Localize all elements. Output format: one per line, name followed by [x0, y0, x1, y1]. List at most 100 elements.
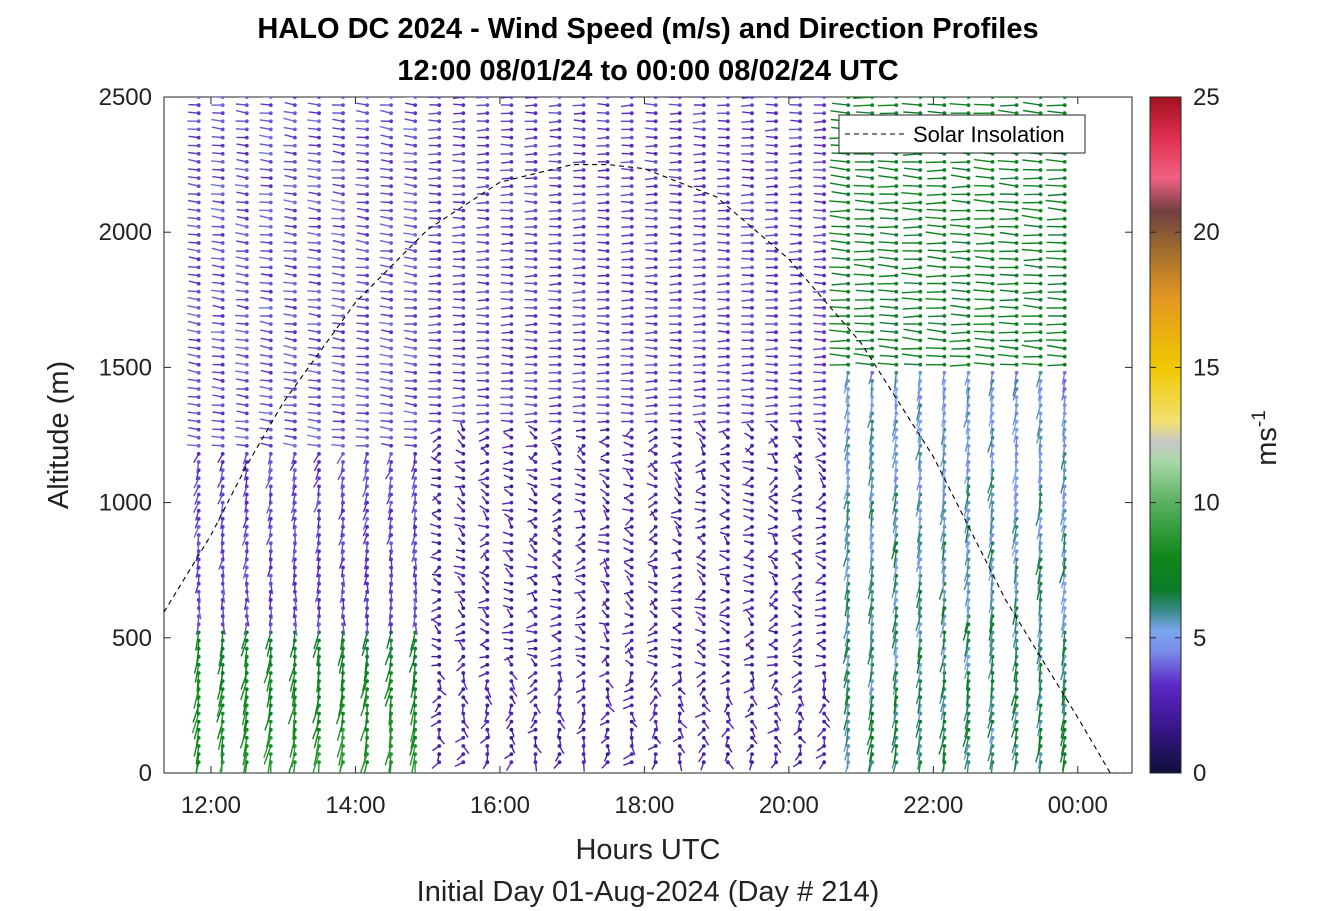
- wind-barb-head: [653, 646, 658, 651]
- wind-barb: [877, 263, 897, 269]
- wind-barb-head: [293, 208, 297, 213]
- wind-barb-head: [244, 646, 249, 651]
- wind-barb-head: [701, 533, 706, 537]
- wind-barb-head: [509, 192, 514, 197]
- wind-barb-head: [413, 176, 418, 181]
- wind-barb: [234, 184, 247, 187]
- wind-barb-head: [605, 346, 610, 351]
- wind-barb-head: [196, 208, 201, 213]
- wind-barb: [195, 745, 200, 765]
- wind-barb: [379, 412, 392, 415]
- wind-barb-head: [244, 241, 249, 245]
- wind-barb-head: [196, 200, 201, 205]
- wind-barb-head: [485, 735, 490, 740]
- wind-barb-head: [605, 168, 610, 172]
- wind-barb: [845, 429, 849, 443]
- wind-barb-head: [726, 143, 730, 148]
- wind-barb-head: [557, 338, 562, 343]
- wind-barb-head: [389, 541, 393, 546]
- wind-barb-head: [774, 460, 778, 464]
- wind-barb-head: [701, 460, 706, 464]
- wind-barb-head: [581, 200, 586, 205]
- wind-barb-head: [629, 533, 634, 537]
- wind-barb: [843, 494, 849, 510]
- wind-barb-head: [557, 289, 562, 294]
- wind-barb-head: [461, 338, 466, 343]
- wind-barb-head: [701, 216, 706, 221]
- wind-barb-head: [365, 679, 369, 683]
- wind-barb-head: [726, 151, 730, 156]
- wind-barb: [893, 478, 897, 491]
- wind-barb-head: [701, 573, 706, 578]
- wind-barb-head: [870, 103, 875, 107]
- wind-barb-head: [774, 387, 778, 391]
- wind-barb-head: [341, 314, 345, 318]
- wind-barb-head: [822, 557, 826, 562]
- wind-barb-head: [461, 492, 466, 497]
- wind-barb-head: [726, 727, 730, 732]
- wind-barb: [220, 713, 224, 734]
- wind-barb-head: [244, 492, 249, 497]
- wind-barb-head: [774, 111, 778, 116]
- wind-barb-head: [774, 119, 778, 124]
- wind-barb-head: [581, 192, 586, 197]
- wind-barb-head: [533, 679, 538, 683]
- wind-barb-head: [701, 379, 706, 383]
- wind-barb: [853, 258, 873, 261]
- wind-barb-head: [461, 427, 466, 432]
- wind-barb-head: [413, 184, 418, 189]
- wind-barb: [293, 762, 296, 773]
- wind-barb: [878, 241, 897, 244]
- wind-barb-head: [750, 241, 754, 245]
- wind-barb-head: [268, 387, 273, 391]
- wind-barb-head: [822, 573, 826, 578]
- wind-barb-head: [461, 362, 466, 367]
- wind-barb-head: [894, 346, 899, 351]
- wind-barb-head: [461, 646, 466, 651]
- wind-barb-head: [268, 671, 273, 675]
- wind-barb-head: [461, 752, 466, 756]
- wind-barb: [829, 339, 849, 343]
- wind-barb-head: [629, 370, 634, 375]
- wind-barb-head: [653, 476, 658, 481]
- wind-barb-head: [244, 289, 249, 294]
- wind-barb-head: [557, 460, 562, 464]
- wind-barb-head: [220, 443, 225, 448]
- wind-barb-head: [581, 184, 586, 189]
- wind-barb-head: [509, 265, 514, 270]
- wind-barb-head: [750, 168, 754, 172]
- wind-barb-head: [317, 103, 321, 107]
- wind-barb-head: [389, 403, 393, 408]
- wind-barb-head: [461, 233, 466, 237]
- wind-barb-head: [437, 565, 442, 570]
- wind-barb: [389, 762, 392, 773]
- wind-barb: [210, 207, 223, 212]
- wind-barb-head: [605, 362, 610, 367]
- wind-barb-head: [870, 289, 875, 294]
- wind-barb-head: [701, 735, 706, 740]
- wind-barb: [891, 713, 897, 729]
- wind-barb: [868, 713, 873, 731]
- wind-barb-head: [437, 216, 442, 221]
- wind-barb-head: [244, 257, 249, 262]
- wind-barb: [879, 305, 897, 309]
- wind-barb-head: [389, 103, 393, 107]
- wind-barb: [829, 209, 849, 213]
- wind-barb: [316, 648, 320, 667]
- wind-barb: [869, 526, 873, 541]
- wind-barb-head: [461, 500, 466, 505]
- wind-barb-head: [629, 379, 634, 383]
- wind-barb: [867, 648, 873, 665]
- wind-barb: [235, 346, 247, 350]
- wind-barb-head: [774, 508, 778, 513]
- wind-barb: [263, 664, 272, 684]
- wind-barb-head: [389, 452, 393, 456]
- wind-barb-head: [268, 224, 273, 229]
- wind-barb-head: [726, 533, 730, 537]
- wind-barb-head: [437, 443, 442, 448]
- wind-barb-head: [437, 679, 442, 683]
- wind-barb-head: [750, 654, 754, 659]
- wind-barb-head: [413, 135, 418, 140]
- wind-barb-head: [365, 476, 369, 481]
- wind-barb-head: [293, 314, 297, 318]
